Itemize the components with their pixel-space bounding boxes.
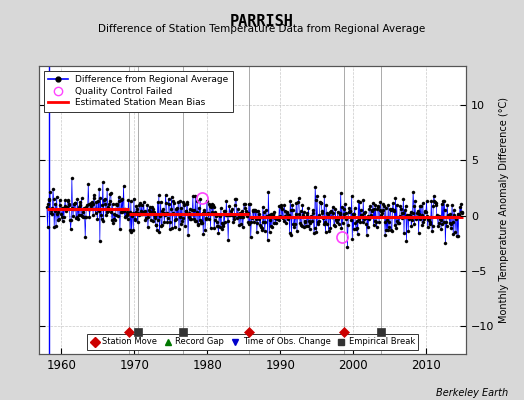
Text: Difference of Station Temperature Data from Regional Average: Difference of Station Temperature Data f… [99,24,425,34]
Legend: Station Move, Record Gap, Time of Obs. Change, Empirical Break: Station Move, Record Gap, Time of Obs. C… [87,334,419,350]
Y-axis label: Monthly Temperature Anomaly Difference (°C): Monthly Temperature Anomaly Difference (… [499,97,509,323]
Text: PARRISH: PARRISH [230,14,294,29]
Text: Berkeley Earth: Berkeley Earth [436,388,508,398]
